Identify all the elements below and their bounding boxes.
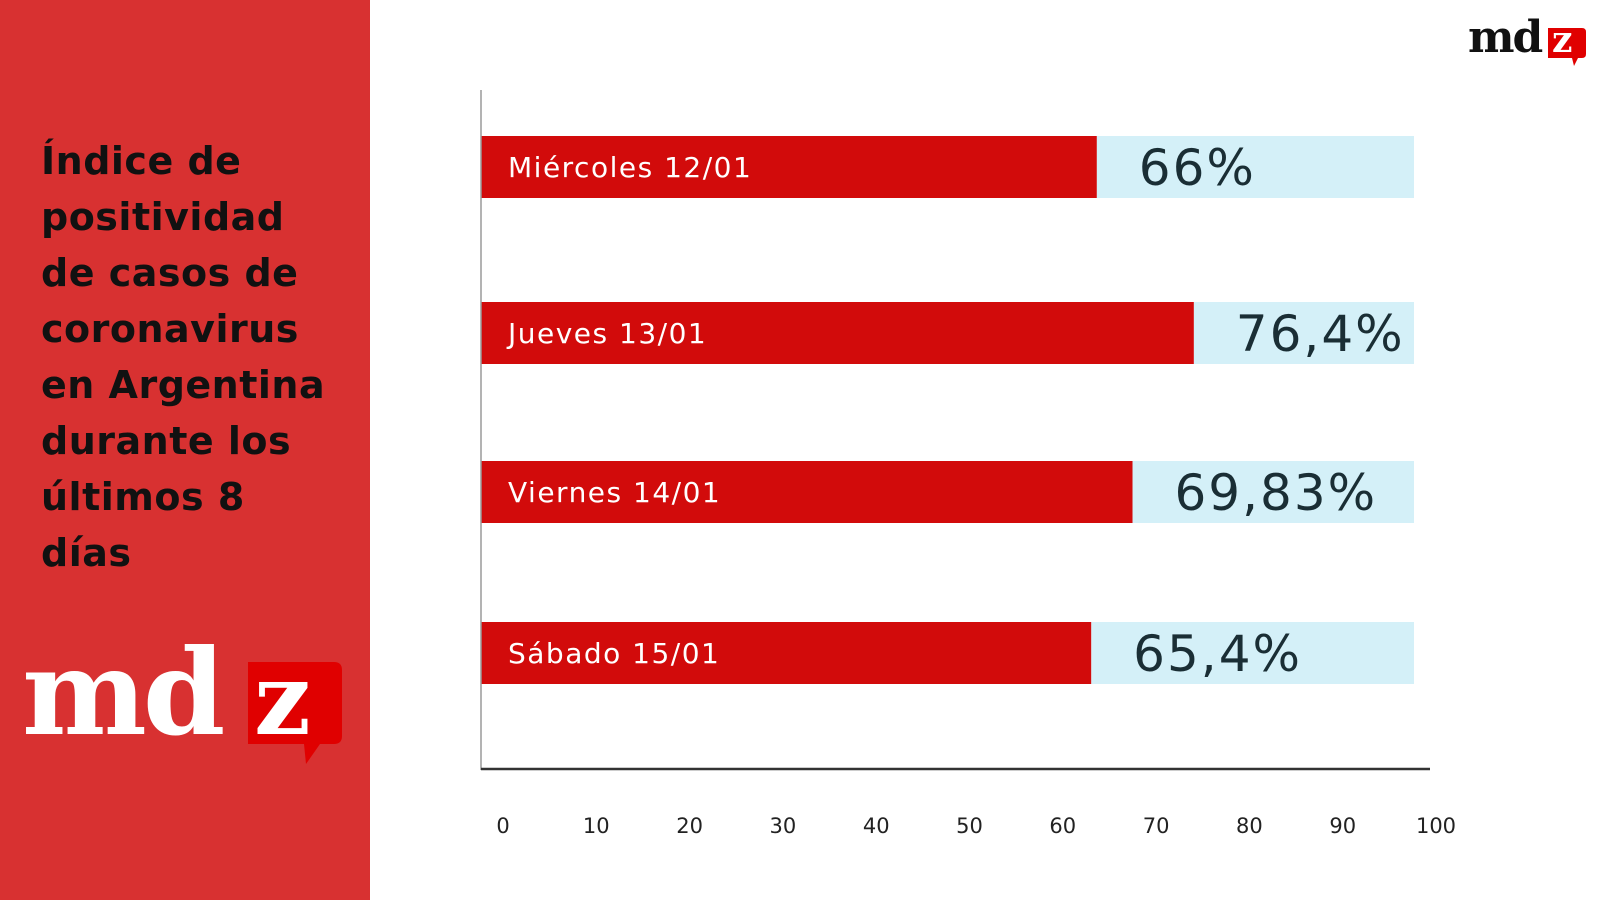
bar-category-label: Miércoles 12/01 <box>508 151 752 184</box>
top-logo-letters-md: md <box>1468 12 1543 63</box>
x-tick-label: 20 <box>676 814 703 838</box>
title-line: Índice de <box>41 139 242 183</box>
value-bar <box>481 302 1194 364</box>
value-bar <box>481 136 1097 198</box>
mdz-logo: md z <box>22 623 342 764</box>
top-logo-letter-z: z <box>1552 19 1572 61</box>
speech-bubble-icon <box>1548 28 1586 66</box>
remainder-bar <box>1193 302 1414 364</box>
bar-value-label: 69,83% <box>1175 464 1378 522</box>
title-line: en Argentina <box>41 363 326 407</box>
side-panel: Índice de positividad de casos de corona… <box>0 0 370 900</box>
remainder-bar <box>1091 622 1414 684</box>
title-line: positividad <box>41 195 285 239</box>
bar-value-label: 65,4% <box>1133 625 1302 683</box>
mdz-top-logo: md z <box>1468 12 1586 66</box>
x-tick-label: 50 <box>956 814 983 838</box>
chart-title: Índice de positividad de casos de corona… <box>41 133 361 581</box>
remainder-bar <box>1132 461 1414 523</box>
x-tick-label: 70 <box>1143 814 1170 838</box>
title-line: durante los <box>41 419 292 463</box>
x-tick-label: 80 <box>1236 814 1263 838</box>
x-tick-label: 40 <box>863 814 890 838</box>
speech-bubble-icon <box>248 662 342 764</box>
bar-category-label: Viernes 14/01 <box>508 476 721 509</box>
value-bar <box>481 461 1133 523</box>
value-bar <box>481 622 1092 684</box>
remainder-bar <box>1096 136 1414 198</box>
x-tick-label: 90 <box>1329 814 1356 838</box>
title-line: de casos de <box>41 251 299 295</box>
tick-labels: 0 10 20 30 40 50 60 70 80 90 100 <box>496 814 1456 838</box>
bar-category-label: Sábado 15/01 <box>508 637 720 670</box>
x-tick-label: 0 <box>496 814 509 838</box>
bar-value-label: 66% <box>1139 139 1256 197</box>
x-tick-label: 100 <box>1416 814 1456 838</box>
logo-letters-md: md <box>22 623 223 762</box>
title-line: últimos 8 <box>41 475 245 519</box>
title-line: coronavirus <box>41 307 299 351</box>
axes-layer <box>480 90 1430 771</box>
x-tick-label: 30 <box>770 814 797 838</box>
bar-category-label: Jueves 13/01 <box>506 317 707 350</box>
x-tick-label: 60 <box>1049 814 1076 838</box>
title-line: días <box>41 531 132 575</box>
x-tick-label: 10 <box>583 814 610 838</box>
bar-value-label: 76,4% <box>1236 305 1405 363</box>
logo-letter-z: z <box>254 640 311 758</box>
bars-layer: Miércoles 12/01 66% Jueves 13/01 76,4% Viern… <box>481 136 1414 684</box>
